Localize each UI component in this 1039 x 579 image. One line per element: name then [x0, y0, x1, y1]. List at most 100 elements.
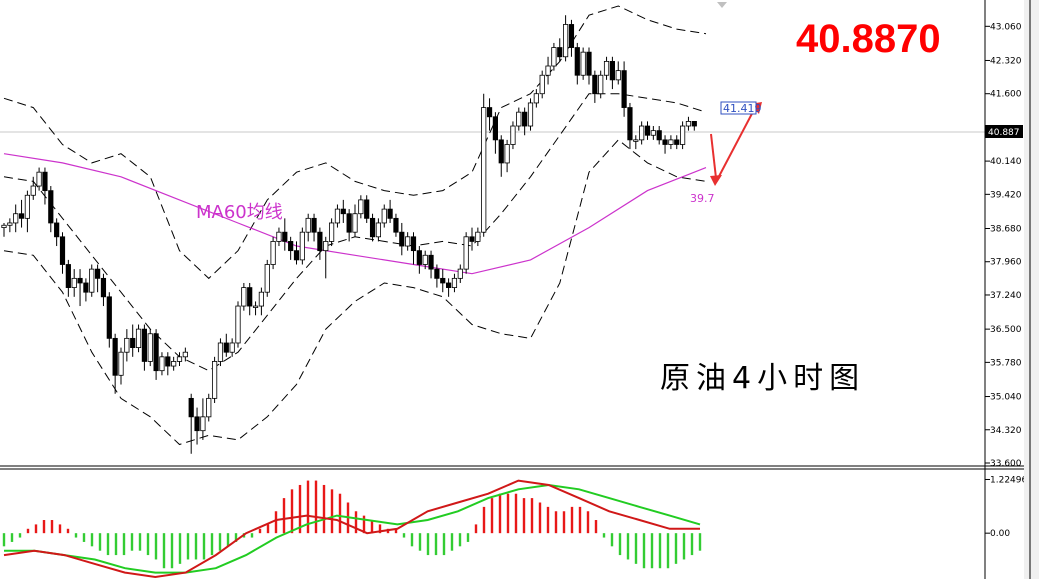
- candle-body: [229, 342, 235, 353]
- candle-body: [563, 24, 569, 58]
- candle-body: [182, 351, 188, 358]
- candle-body: [369, 217, 376, 238]
- candle-body: [346, 213, 352, 233]
- macd-lines: [3, 479, 701, 579]
- candle-body: [668, 139, 674, 145]
- price-tick-label: 34.320: [990, 426, 1022, 436]
- chart-title: 原油4小时图: [660, 361, 865, 396]
- candle-body: [211, 361, 218, 399]
- candle-body: [176, 356, 183, 362]
- macd-axis: 1.22496 0.00: [985, 475, 1027, 539]
- candle-body: [100, 277, 107, 298]
- candle-body: [153, 333, 159, 372]
- candle-body: [200, 416, 206, 432]
- candle-body: [381, 208, 387, 224]
- candle-body: [241, 287, 247, 307]
- candle-body: [416, 250, 422, 265]
- macd-tick-label: 1.22496: [990, 475, 1027, 485]
- candle-body: [89, 268, 95, 293]
- candle-body: [252, 305, 259, 308]
- price-panel: 41.419 39.7 MA60均线 原油4小时图 40.8870: [0, 5, 985, 454]
- price-tick-label: 35.040: [990, 393, 1022, 403]
- candle-body: [71, 277, 77, 288]
- price-tick-label: 41.600: [990, 90, 1022, 100]
- ma60-line: [3, 153, 707, 275]
- candle-body: [557, 47, 563, 58]
- candle-body: [527, 102, 534, 127]
- candle-body: [399, 231, 405, 247]
- candle-body: [293, 250, 300, 261]
- candle-body: [124, 337, 130, 353]
- window-scrollbar[interactable]: [1024, 0, 1039, 579]
- candle-body: [334, 208, 341, 224]
- price-tick-label: 39.420: [990, 190, 1022, 200]
- candle-body: [299, 231, 305, 261]
- candle-body: [135, 328, 142, 348]
- candle-body: [288, 241, 294, 252]
- arrow-up-line: [715, 105, 757, 183]
- candle-body: [469, 236, 475, 242]
- candle-body: [118, 351, 124, 376]
- candle-body: [644, 125, 651, 136]
- candle-body: [77, 277, 83, 284]
- current-price-big: 40.8870: [796, 17, 941, 61]
- candle-body: [504, 144, 510, 164]
- candle-body: [586, 51, 592, 76]
- candle-body: [317, 231, 323, 252]
- candle-body: [95, 268, 101, 279]
- shift-marker-icon[interactable]: [717, 2, 727, 8]
- candle-body: [533, 93, 539, 104]
- candle-body: [481, 107, 487, 233]
- candle-body: [457, 268, 463, 279]
- candle-body: [130, 337, 136, 348]
- candle-body: [568, 24, 575, 48]
- price-tick-label: 35.780: [990, 358, 1022, 368]
- candle-body: [680, 125, 686, 145]
- candle-body: [24, 194, 31, 219]
- candle-body: [83, 282, 89, 293]
- candle-body: [18, 213, 25, 219]
- candle-body: [13, 213, 19, 224]
- candle-body: [580, 51, 586, 76]
- macd-main-line: [3, 479, 700, 579]
- candle-body: [445, 282, 452, 288]
- candle-body: [387, 208, 393, 219]
- candle-body: [358, 199, 364, 215]
- candle-body: [650, 130, 656, 136]
- candle-body: [662, 139, 668, 145]
- macd-panel: [2, 479, 702, 579]
- candle-body: [106, 296, 112, 339]
- candle-body: [36, 171, 42, 187]
- candle-body: [305, 217, 311, 233]
- candle-body: [30, 185, 36, 196]
- candle-body: [223, 342, 229, 353]
- candle-body: [405, 236, 411, 247]
- candle-body: [54, 222, 60, 238]
- ma60-curve: [3, 153, 707, 275]
- macd-tick-label: 0.00: [990, 529, 1010, 539]
- candle-body: [639, 125, 645, 141]
- candle-body: [235, 305, 241, 344]
- candle-body: [603, 60, 610, 76]
- candle-body: [375, 222, 382, 238]
- lower-band: [3, 139, 707, 446]
- candle-body: [440, 277, 446, 284]
- candle-body: [475, 231, 481, 242]
- candle-body: [609, 60, 616, 81]
- target-price-label: 41.419: [723, 102, 762, 115]
- candle-body: [422, 254, 428, 265]
- candle-body: [621, 70, 627, 108]
- candle-body: [65, 264, 71, 288]
- upper-band: [3, 5, 707, 280]
- ma60-label: MA60均线: [196, 202, 283, 223]
- candle-body: [352, 213, 358, 233]
- candle-body: [328, 222, 335, 242]
- candle-body: [685, 121, 692, 127]
- price-tick-label: 40.140: [990, 157, 1022, 167]
- price-tick-label: 42.320: [990, 56, 1022, 66]
- candle-body: [270, 241, 276, 265]
- candle-body: [691, 121, 697, 127]
- candle-body: [486, 107, 493, 118]
- candle-body: [1, 224, 7, 228]
